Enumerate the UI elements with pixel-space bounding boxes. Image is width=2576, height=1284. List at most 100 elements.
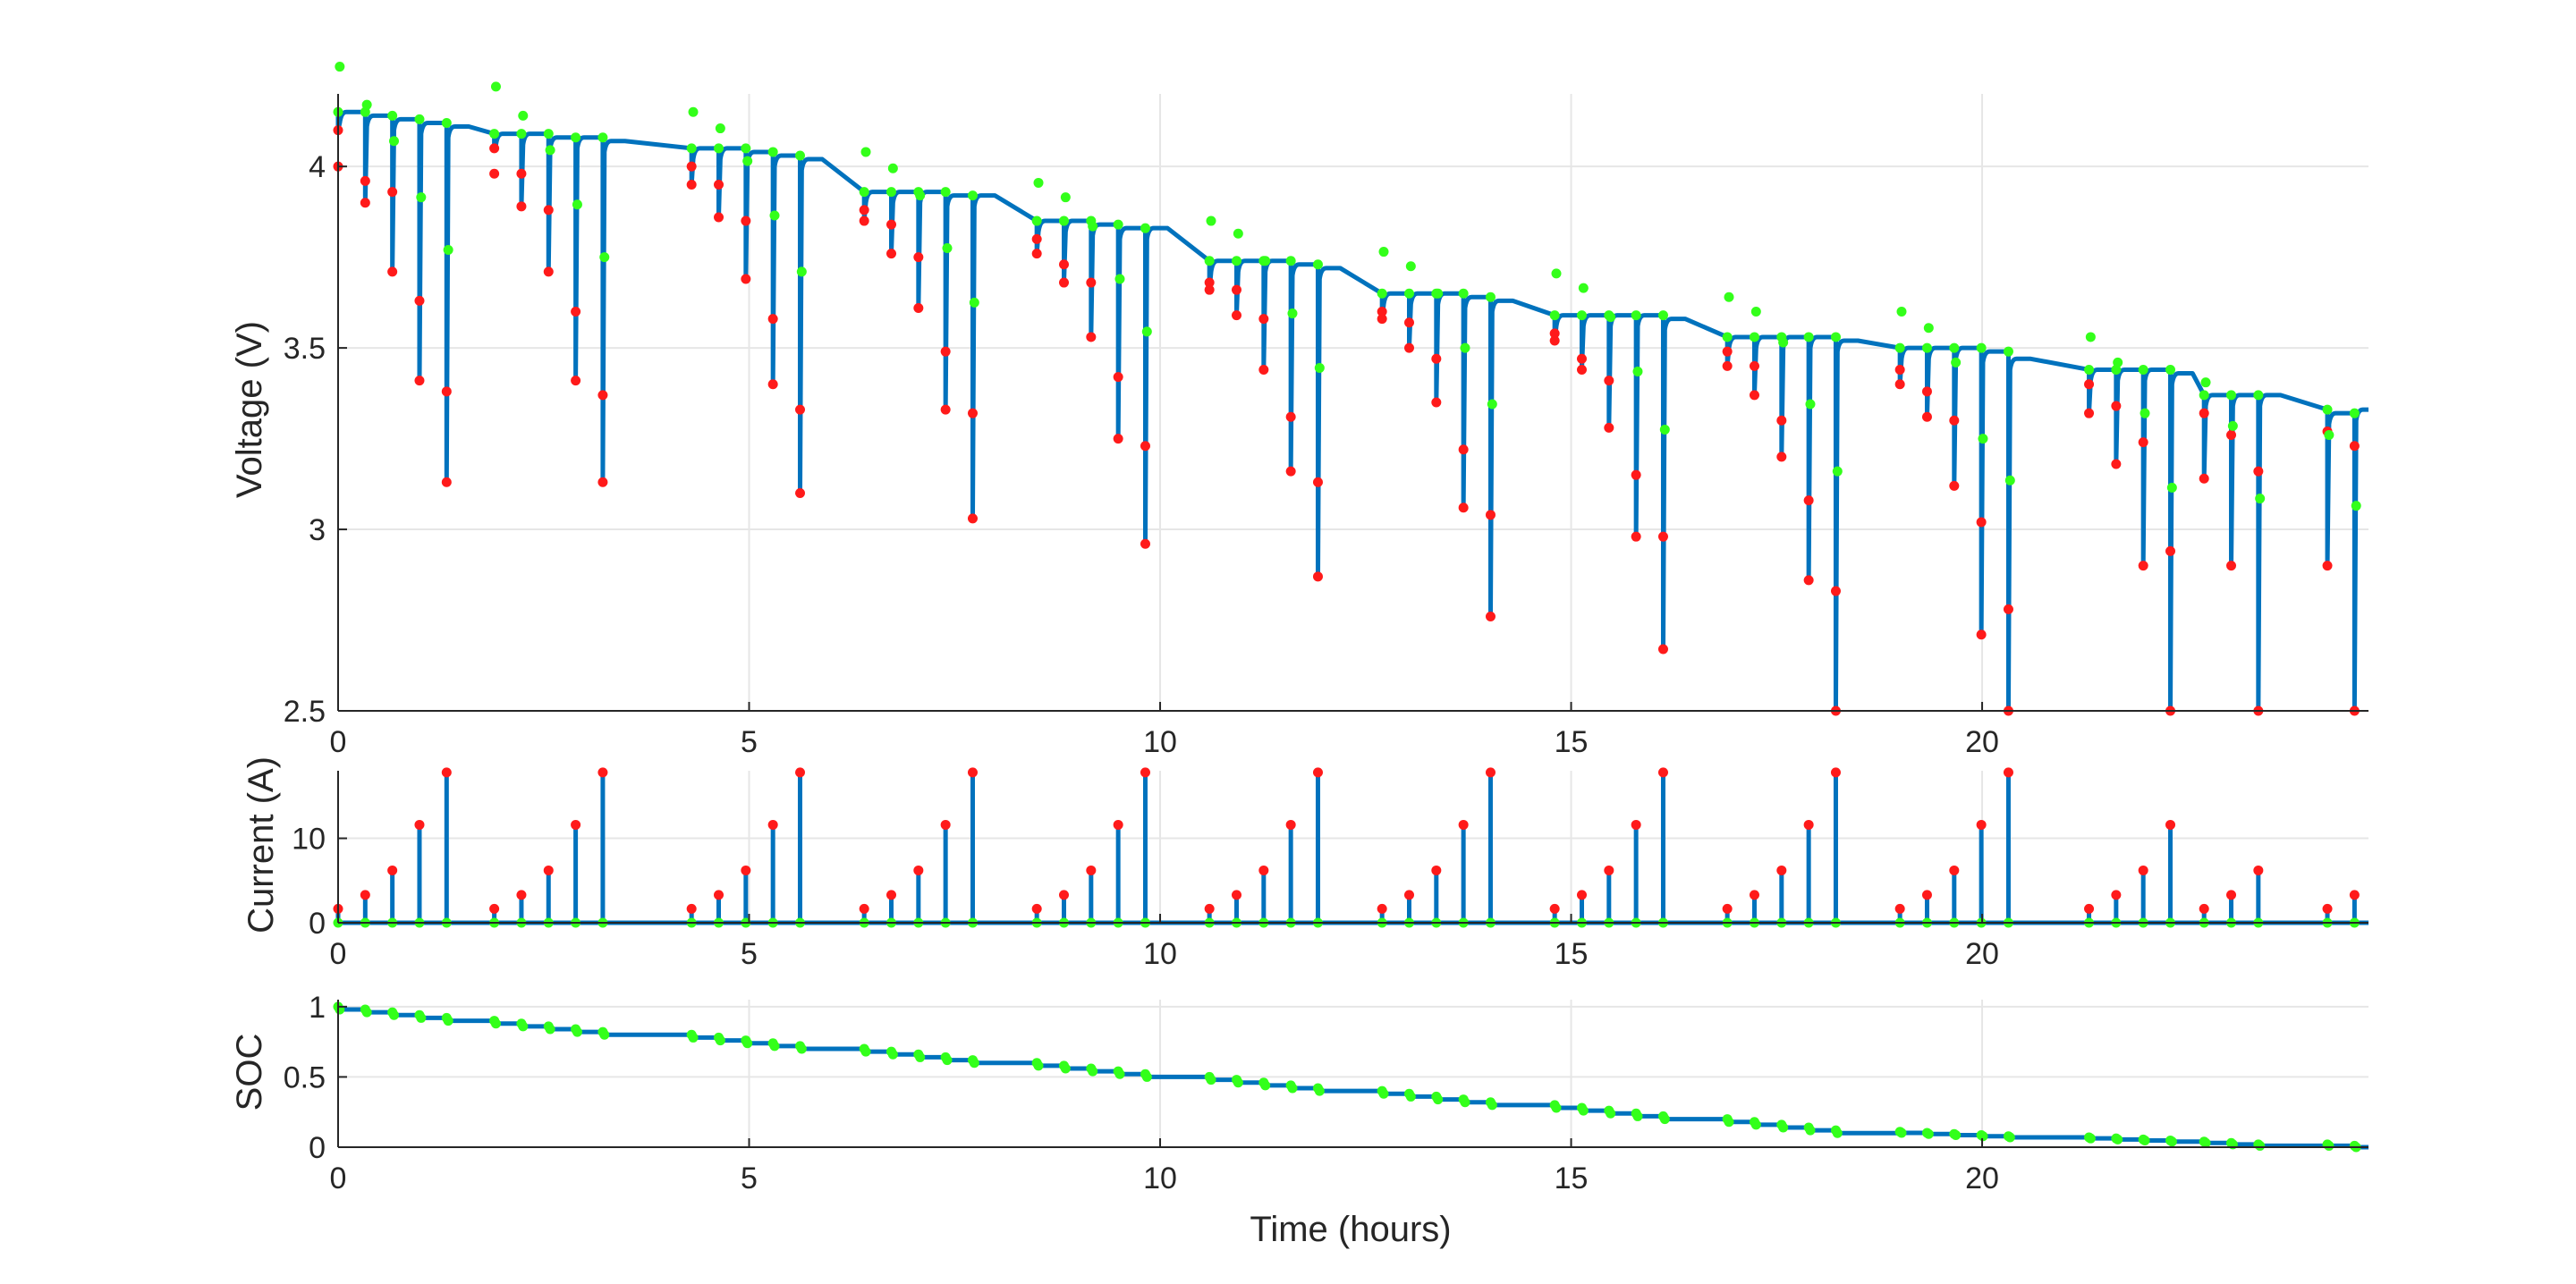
voltage-pulse-start-marker [1377, 307, 1387, 317]
voltage-pulse-start-marker [859, 205, 869, 215]
voltage-x-tick-label: 15 [1555, 725, 1589, 759]
voltage-pulse-min-marker [741, 274, 751, 284]
voltage-y-tick-label: 3.5 [284, 332, 326, 366]
voltage-pulse-start-marker [794, 404, 805, 415]
voltage-recovery-marker [942, 243, 953, 253]
voltage-pulse-min-marker [2084, 408, 2095, 418]
voltage-pulse-start-marker [741, 215, 751, 226]
soc-marker [1460, 1097, 1470, 1108]
voltage-line [335, 109, 2368, 714]
current-pulse-marker [1231, 890, 1241, 900]
voltage-recovery-marker [1750, 307, 1761, 317]
soc-marker [1724, 1117, 1734, 1128]
voltage-rest-marker [597, 132, 608, 143]
voltage-pulse-min-marker [1140, 538, 1150, 549]
voltage-pulse-min-marker [516, 201, 527, 212]
current-pulse-marker [2226, 890, 2237, 900]
voltage-pulse-min-marker [1722, 360, 1733, 371]
voltage-pulse-min-marker [1803, 575, 1814, 586]
voltage-recovery-marker [1978, 434, 1988, 444]
current-pulse-marker [1140, 767, 1150, 778]
voltage-recovery-marker [1287, 308, 1298, 319]
voltage-pulse-min-marker [1258, 364, 1269, 375]
voltage-rest-marker [1059, 215, 1070, 226]
current-markers [333, 767, 2360, 928]
current-pulse-marker [571, 819, 581, 830]
voltage-x-tick-label: 20 [1965, 725, 1999, 759]
voltage-y-tick-label: 2.5 [284, 695, 326, 729]
voltage-pulse-start-marker [516, 168, 527, 179]
voltage-pulse-start-marker [1485, 510, 1496, 520]
soc-marker [1233, 1077, 1243, 1088]
current-pulse-marker [516, 890, 527, 900]
voltage-recovery-marker [1778, 337, 1789, 348]
current-pulse-marker [1258, 865, 1269, 875]
voltage-recovery-marker [518, 110, 529, 121]
voltage-pulse-min-marker [1921, 411, 1932, 422]
voltage-rest-marker [1485, 291, 1496, 302]
soc-marker [388, 1009, 399, 1020]
voltage-rest-marker [2084, 364, 2095, 375]
current-pulse-marker [1749, 890, 1759, 900]
current-pulse-marker [686, 903, 697, 914]
current-pulse-marker [1059, 890, 1070, 900]
voltage-recovery-marker [860, 147, 871, 157]
soc-y-tick-label: 1 [309, 991, 326, 1025]
voltage-recovery-marker [572, 199, 582, 210]
voltage-rest-marker [1549, 310, 1560, 321]
voltage-recovery-marker [1433, 288, 1444, 299]
current-pulse-marker [489, 903, 500, 914]
soc-marker [715, 1035, 725, 1046]
current-pulse-marker [2138, 865, 2148, 875]
soc-marker [1578, 1105, 1589, 1116]
soc-marker [1778, 1122, 1789, 1133]
current-pulse-marker [967, 767, 978, 778]
voltage-pulse-start-marker [1258, 314, 1269, 325]
voltage-pulse-start-marker [1576, 353, 1587, 364]
soc-marker [2113, 1134, 2123, 1145]
soc-marker [1487, 1100, 1497, 1111]
voltage-pulse-start-marker [767, 314, 778, 325]
voltage-x-tick-label: 10 [1143, 725, 1177, 759]
voltage-pulse-min-marker [767, 379, 778, 390]
voltage-pulse-min-marker [886, 249, 897, 259]
voltage-pulse-min-marker [1894, 379, 1905, 390]
soc-marker [1287, 1083, 1298, 1094]
soc-marker [490, 1018, 501, 1029]
voltage-rest-marker [1803, 332, 1814, 342]
voltage-rest-marker [2226, 390, 2237, 401]
current-pulse-marker [1377, 903, 1387, 914]
soc-x-tick-label: 20 [1965, 1162, 1999, 1195]
voltage-pulse-start-marker [1285, 411, 1296, 422]
current-pulse-marker [859, 903, 869, 914]
voltage-pulse-start-marker [2226, 430, 2237, 441]
voltage-pulse-min-marker [967, 513, 978, 524]
voltage-rest-marker [1458, 288, 1469, 299]
voltage-pulse-min-marker [2138, 561, 2148, 571]
current-pulse-marker [1285, 819, 1296, 830]
soc-marker [1551, 1102, 1562, 1113]
voltage-rest-marker [2199, 390, 2209, 401]
soc-marker [1659, 1114, 1670, 1125]
voltage-pulse-min-marker [1231, 310, 1241, 321]
soc-panel: 0 5 10 15 20 0 0.5 1 SOC Time (hours) [230, 991, 2368, 1249]
voltage-pulse-min-marker [1631, 531, 1641, 542]
current-pulse-marker [886, 890, 897, 900]
voltage-y-axis-label: Voltage (V) [230, 321, 269, 498]
voltage-pulse-min-marker [1749, 390, 1759, 401]
voltage-rest-marker [1377, 288, 1387, 299]
voltage-rest-marker [859, 187, 869, 198]
voltage-pulse-min-marker [1657, 644, 1668, 655]
voltage-rest-marker [1031, 215, 1042, 226]
voltage-pulse-min-marker [1113, 434, 1123, 444]
voltage-pulse-start-marker [1749, 360, 1759, 371]
voltage-pulse-start-marker [2111, 401, 2122, 411]
current-x-tick-label: 10 [1143, 937, 1177, 971]
current-x-tick-label: 15 [1555, 937, 1589, 971]
voltage-pulse-start-marker [2253, 466, 2264, 477]
current-pulse-marker [1485, 767, 1496, 778]
voltage-pulse-min-marker [387, 266, 398, 277]
soc-x-tick-label: 0 [330, 1162, 347, 1195]
soc-marker [2200, 1137, 2211, 1148]
voltage-pulse-min-marker [1485, 611, 1496, 621]
